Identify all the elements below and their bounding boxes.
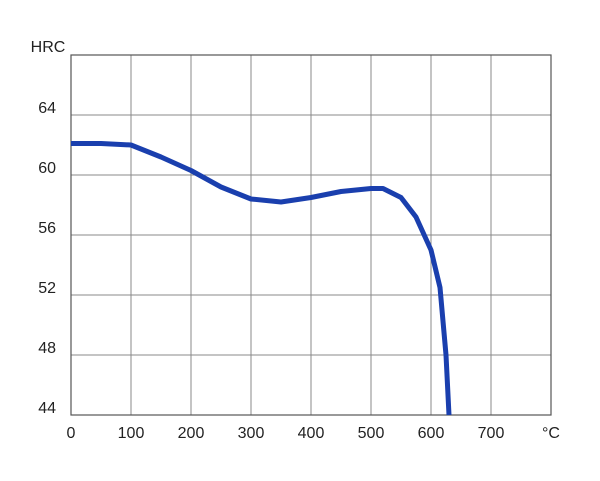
y-tick-label: 64 xyxy=(38,100,56,117)
x-tick-label: 0 xyxy=(67,425,76,442)
x-tick-label: 100 xyxy=(118,425,145,442)
y-tick-label: 44 xyxy=(38,400,56,417)
y-tick-label: 56 xyxy=(38,220,56,237)
x-axis-label: °C xyxy=(542,425,560,442)
x-tick-label: 400 xyxy=(298,425,325,442)
x-tick-label: 600 xyxy=(418,425,445,442)
y-tick-label: 48 xyxy=(38,340,56,357)
y-axis-label: HRC xyxy=(31,39,66,56)
x-tick-label: 300 xyxy=(238,425,265,442)
x-tick-label: 200 xyxy=(178,425,205,442)
x-tick-label: 500 xyxy=(358,425,385,442)
data-line xyxy=(71,141,452,416)
y-tick-label: 52 xyxy=(38,280,56,297)
plot-frame xyxy=(70,54,552,416)
y-tick-label: 60 xyxy=(38,160,56,177)
x-tick-label: 700 xyxy=(478,425,505,442)
